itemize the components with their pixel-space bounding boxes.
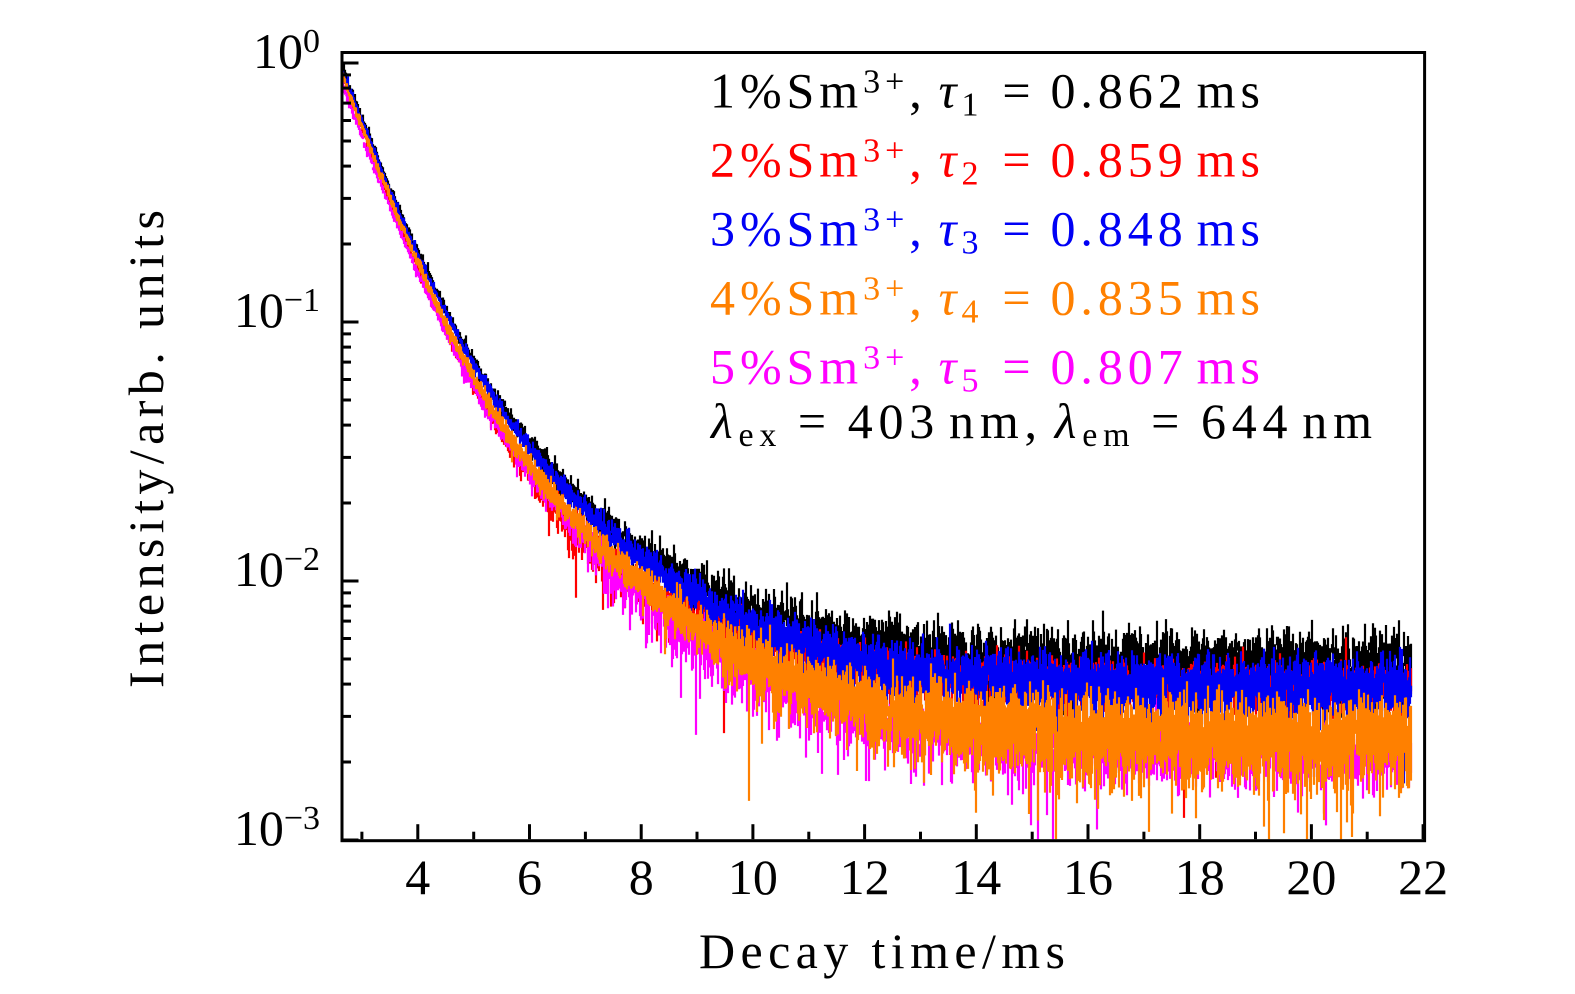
svg-text:Decay time/ms: Decay time/ms (699, 923, 1065, 979)
svg-text:18: 18 (1175, 849, 1225, 905)
svg-text:16: 16 (1063, 849, 1113, 905)
svg-text:20: 20 (1286, 849, 1336, 905)
svg-text:10−2: 10−2 (234, 541, 320, 597)
svg-text:8: 8 (629, 849, 654, 905)
svg-text:22: 22 (1398, 849, 1448, 905)
svg-text:6: 6 (517, 849, 542, 905)
svg-text:4: 4 (405, 849, 430, 905)
svg-text:100: 100 (253, 23, 320, 79)
svg-text:12: 12 (840, 849, 890, 905)
svg-text:14: 14 (951, 849, 1001, 905)
svg-text:10: 10 (728, 849, 778, 905)
